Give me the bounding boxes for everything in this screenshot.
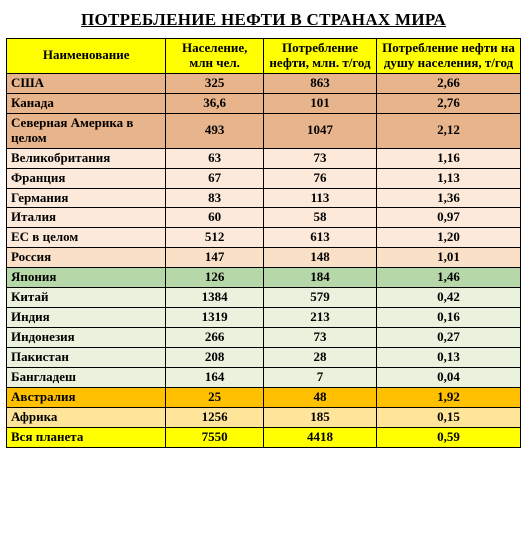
cell-val-1: 28	[263, 348, 376, 368]
cell-val-2: 1,13	[377, 168, 521, 188]
cell-val-1: 113	[263, 188, 376, 208]
cell-val-0: 83	[166, 188, 264, 208]
cell-val-1: 101	[263, 93, 376, 113]
cell-val-2: 1,16	[377, 148, 521, 168]
cell-val-0: 60	[166, 208, 264, 228]
cell-val-1: 184	[263, 268, 376, 288]
cell-name: США	[7, 73, 166, 93]
table-row: Япония1261841,46	[7, 268, 521, 288]
cell-val-0: 36,6	[166, 93, 264, 113]
cell-name: Италия	[7, 208, 166, 228]
cell-val-2: 0,15	[377, 407, 521, 427]
col-header-2: Потребление нефти, млн. т/год	[263, 39, 376, 74]
table-row: Вся планета755044180,59	[7, 427, 521, 447]
table-body: США3258632,66Канада36,61012,76Северная А…	[7, 73, 521, 447]
cell-name: Германия	[7, 188, 166, 208]
table-row: Россия1471481,01	[7, 248, 521, 268]
cell-val-0: 164	[166, 367, 264, 387]
cell-val-1: 863	[263, 73, 376, 93]
cell-val-0: 147	[166, 248, 264, 268]
col-header-1: Население, млн чел.	[166, 39, 264, 74]
table-row: Индонезия266730,27	[7, 328, 521, 348]
cell-val-0: 7550	[166, 427, 264, 447]
page-title: ПОТРЕБЛЕНИЕ НЕФТИ В СТРАНАХ МИРА	[6, 10, 521, 30]
cell-name: ЕС в целом	[7, 228, 166, 248]
cell-name: Япония	[7, 268, 166, 288]
cell-name: Индия	[7, 308, 166, 328]
cell-val-2: 0,97	[377, 208, 521, 228]
cell-val-1: 579	[263, 288, 376, 308]
cell-val-2: 0,13	[377, 348, 521, 368]
cell-val-1: 48	[263, 387, 376, 407]
cell-name: Канада	[7, 93, 166, 113]
col-header-3: Потребление нефти на душу населения, т/г…	[377, 39, 521, 74]
table-row: Франция67761,13	[7, 168, 521, 188]
cell-val-1: 7	[263, 367, 376, 387]
cell-val-2: 0,59	[377, 427, 521, 447]
cell-val-2: 0,04	[377, 367, 521, 387]
table-row: ЕС в целом5126131,20	[7, 228, 521, 248]
cell-val-1: 1047	[263, 113, 376, 148]
table-row: Италия60580,97	[7, 208, 521, 228]
cell-val-1: 73	[263, 328, 376, 348]
cell-val-1: 613	[263, 228, 376, 248]
oil-consumption-table: НаименованиеНаселение, млн чел.Потреблен…	[6, 38, 521, 448]
cell-val-0: 63	[166, 148, 264, 168]
cell-name: Индонезия	[7, 328, 166, 348]
table-header-row: НаименованиеНаселение, млн чел.Потреблен…	[7, 39, 521, 74]
cell-val-2: 1,01	[377, 248, 521, 268]
cell-val-0: 1319	[166, 308, 264, 328]
table-row: Бангладеш16470,04	[7, 367, 521, 387]
table-row: США3258632,66	[7, 73, 521, 93]
table-row: Великобритания63731,16	[7, 148, 521, 168]
cell-val-2: 1,46	[377, 268, 521, 288]
cell-val-1: 76	[263, 168, 376, 188]
cell-name: Бангладеш	[7, 367, 166, 387]
cell-val-2: 0,27	[377, 328, 521, 348]
cell-name: Китай	[7, 288, 166, 308]
cell-val-2: 1,92	[377, 387, 521, 407]
table-row: Северная Америка в целом49310472,12	[7, 113, 521, 148]
cell-val-0: 67	[166, 168, 264, 188]
cell-val-1: 4418	[263, 427, 376, 447]
cell-name: Пакистан	[7, 348, 166, 368]
cell-name: Африка	[7, 407, 166, 427]
table-row: Африка12561850,15	[7, 407, 521, 427]
cell-name: Россия	[7, 248, 166, 268]
table-row: Германия831131,36	[7, 188, 521, 208]
cell-val-1: 148	[263, 248, 376, 268]
cell-val-0: 25	[166, 387, 264, 407]
table-row: Австралия25481,92	[7, 387, 521, 407]
cell-val-0: 208	[166, 348, 264, 368]
cell-val-0: 1256	[166, 407, 264, 427]
cell-val-0: 493	[166, 113, 264, 148]
table-row: Канада36,61012,76	[7, 93, 521, 113]
table-row: Китай13845790,42	[7, 288, 521, 308]
cell-val-1: 73	[263, 148, 376, 168]
table-row: Пакистан208280,13	[7, 348, 521, 368]
cell-name: Франция	[7, 168, 166, 188]
cell-name: Северная Америка в целом	[7, 113, 166, 148]
col-header-0: Наименование	[7, 39, 166, 74]
table-row: Индия13192130,16	[7, 308, 521, 328]
cell-name: Великобритания	[7, 148, 166, 168]
cell-val-2: 0,16	[377, 308, 521, 328]
cell-val-0: 1384	[166, 288, 264, 308]
cell-val-0: 266	[166, 328, 264, 348]
cell-val-2: 1,20	[377, 228, 521, 248]
cell-val-0: 126	[166, 268, 264, 288]
cell-val-2: 2,76	[377, 93, 521, 113]
cell-val-2: 2,12	[377, 113, 521, 148]
cell-val-2: 1,36	[377, 188, 521, 208]
cell-val-1: 185	[263, 407, 376, 427]
cell-val-2: 2,66	[377, 73, 521, 93]
cell-name: Вся планета	[7, 427, 166, 447]
cell-val-2: 0,42	[377, 288, 521, 308]
cell-val-0: 325	[166, 73, 264, 93]
cell-name: Австралия	[7, 387, 166, 407]
cell-val-0: 512	[166, 228, 264, 248]
cell-val-1: 58	[263, 208, 376, 228]
cell-val-1: 213	[263, 308, 376, 328]
